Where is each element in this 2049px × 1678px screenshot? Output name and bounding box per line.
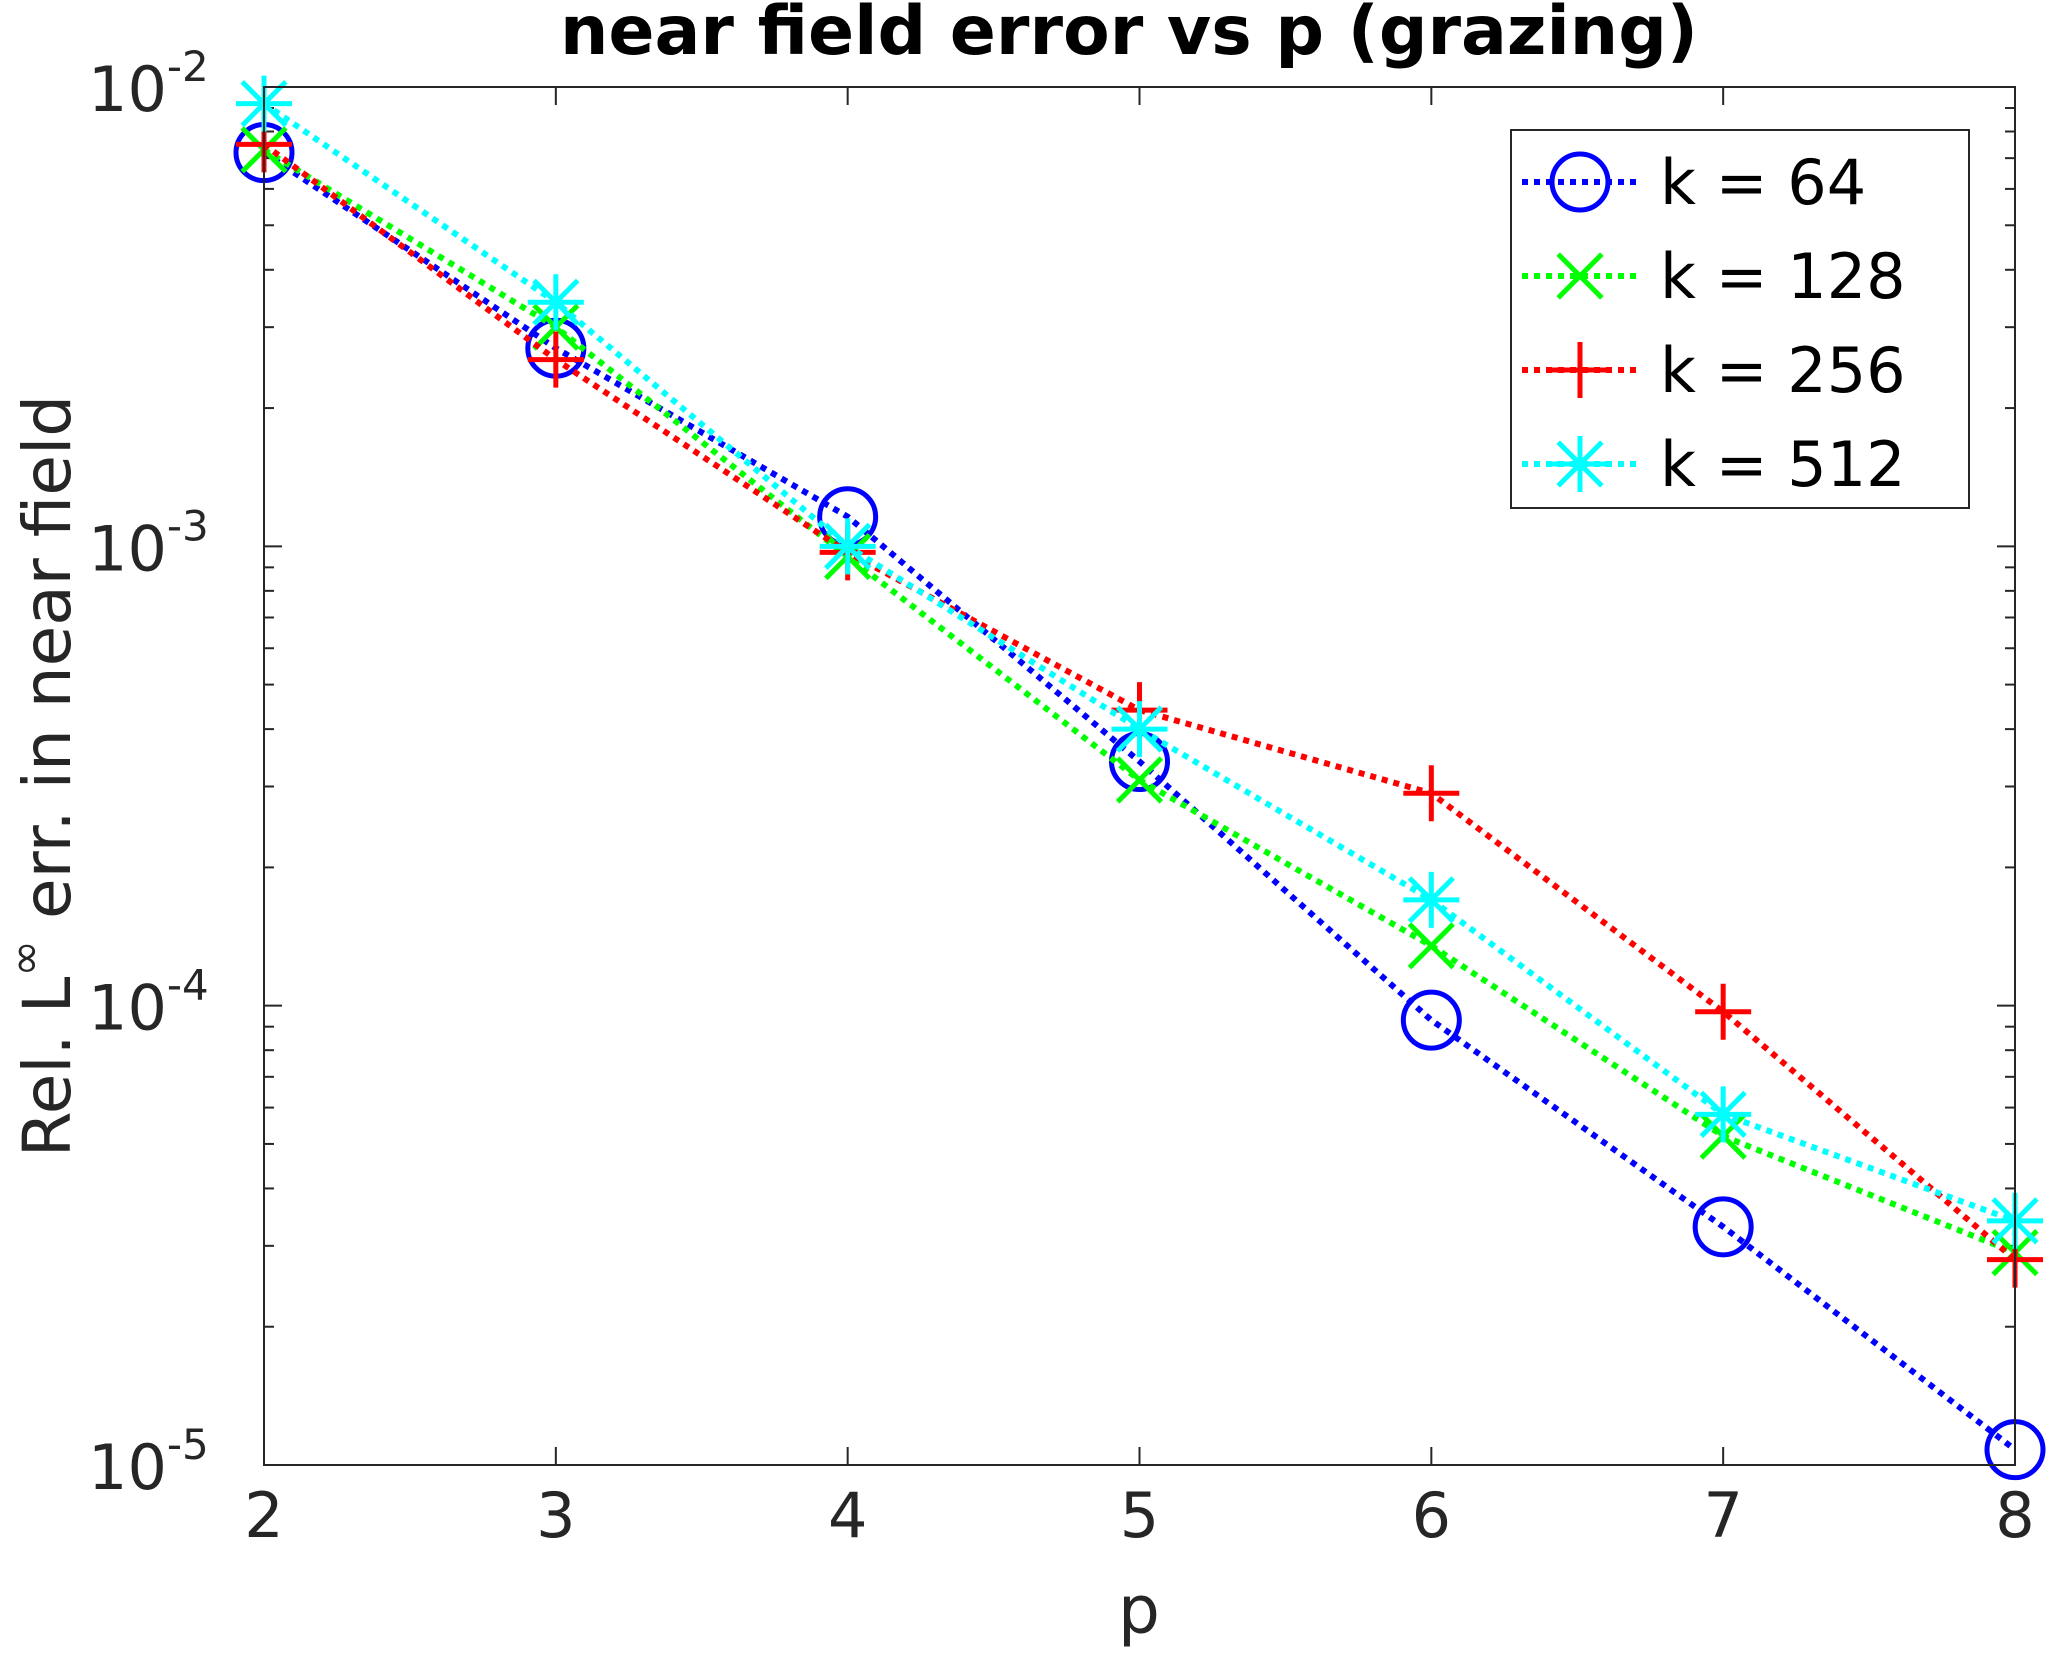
legend-item: k = 256 — [1522, 334, 1906, 407]
data-point — [1115, 756, 1164, 804]
legend-marker — [1552, 342, 1608, 398]
y-tick-base: 10 — [88, 53, 167, 126]
data-point — [527, 331, 584, 388]
legend-label: k = 64 — [1660, 146, 1866, 219]
data-point — [819, 518, 876, 575]
y-tick-label: 10-2 — [88, 42, 209, 126]
data-point — [1692, 1196, 1754, 1258]
legend-box — [1510, 129, 1970, 509]
y-tick-labels: 10-210-310-410-5 — [88, 42, 209, 1504]
legend: k = 64 k = 128 k = 256 k = 512 — [1510, 129, 1970, 509]
legend-item: k = 128 — [1522, 240, 1906, 313]
x-tick-label: 4 — [828, 1479, 867, 1552]
y-tick-exponent: -2 — [167, 42, 209, 91]
x-tick-label: 7 — [1703, 1479, 1742, 1552]
legend-marker — [1556, 252, 1604, 300]
y-tick-base: 10 — [88, 512, 167, 585]
data-point — [1403, 871, 1460, 928]
x-tick-label: 3 — [536, 1479, 575, 1552]
y-tick-base: 10 — [88, 1431, 167, 1504]
y-tick-exponent: -5 — [167, 1420, 209, 1469]
y-axis-label-prefix: Rel. L — [9, 976, 86, 1157]
legend-item: k = 64 — [1522, 146, 1866, 219]
data-point — [1695, 1086, 1752, 1143]
y-tick-label: 10-4 — [88, 961, 209, 1045]
x-tick-label: 6 — [1412, 1479, 1451, 1552]
legend-label: k = 128 — [1660, 240, 1906, 313]
data-point — [1400, 989, 1462, 1051]
legend-marker — [1549, 151, 1611, 213]
data-point — [1111, 701, 1168, 758]
data-point — [527, 274, 584, 331]
legend-label: k = 512 — [1660, 428, 1906, 501]
data-point — [1403, 765, 1460, 822]
y-tick-exponent: -3 — [167, 501, 209, 550]
legend-label: k = 256 — [1660, 334, 1906, 407]
legend-marker — [1552, 436, 1608, 492]
y-axis-label-superscript: ∞ — [0, 940, 51, 977]
x-tick-label: 2 — [244, 1479, 283, 1552]
y-tick-exponent: -4 — [167, 961, 209, 1010]
x-tick-labels: 2 3 4 5 6 7 8 — [244, 1479, 2034, 1552]
data-point — [1695, 983, 1752, 1040]
y-tick-label: 10-3 — [88, 501, 209, 585]
chart-title: near field error vs p (grazing) — [560, 0, 1698, 71]
x-axis-label: p — [1118, 1572, 1160, 1649]
y-tick-label: 10-5 — [88, 1420, 209, 1504]
y-axis-label: Rel. L∞ err. in near field — [0, 395, 86, 1157]
x-tick-label: 5 — [1120, 1479, 1159, 1552]
legend-item: k = 512 — [1522, 428, 1906, 501]
plot-frame — [263, 86, 2016, 1466]
x-tick-label: 8 — [1995, 1479, 2034, 1552]
data-point — [1407, 922, 1455, 970]
y-tick-base: 10 — [88, 972, 167, 1045]
y-axis-label-suffix: err. in near field — [9, 395, 86, 940]
